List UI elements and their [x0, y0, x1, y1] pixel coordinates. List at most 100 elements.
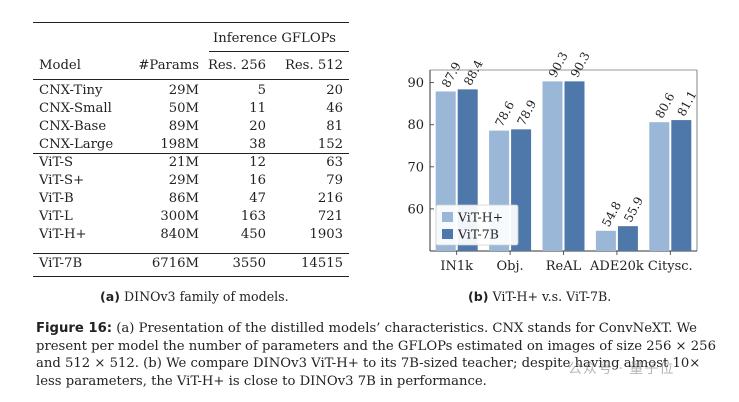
table-cell: CNX-Large: [39, 137, 114, 152]
table-cell: 38: [249, 137, 266, 152]
table-cell: 5: [257, 83, 266, 98]
table-rule: [33, 79, 349, 80]
table-row: CNX-Base 89M 20 81: [33, 119, 349, 136]
y-tick-label: 80: [407, 118, 424, 133]
table-cell: 63: [326, 155, 343, 170]
data-label: 54.8: [599, 199, 624, 229]
data-label: 90.3: [546, 50, 571, 80]
figure-caption: Figure 16: (a) Presentation of the disti…: [36, 320, 726, 390]
table-cell: 46: [326, 101, 343, 116]
x-tick-label: ReAL: [546, 259, 582, 274]
table-row: ViT-S 21M 12 63: [33, 155, 349, 172]
bar-vit-7b: [671, 120, 692, 251]
legend-box: [435, 204, 519, 246]
table-header-cell: #Params: [138, 58, 199, 73]
table-cell: 50M: [168, 101, 199, 116]
table-cell: 20: [249, 119, 266, 134]
table-rule: [33, 22, 349, 24]
table-cell: 29M: [168, 173, 199, 188]
table-row: CNX-Tiny 29M 5 20: [33, 83, 349, 100]
legend-label: ViT-7B: [457, 227, 499, 242]
x-tick-label: Citysc.: [648, 259, 693, 274]
x-tick-label: ADE20k: [589, 259, 644, 274]
data-label: 55.9: [621, 194, 646, 224]
table-caption: (a) DINOv3 family of models.: [100, 289, 289, 304]
legend-label: ViT-H+: [457, 210, 503, 225]
table-cell: 3550: [232, 256, 266, 271]
figure-caption-text: (a) Presentation of the distilled models…: [36, 321, 716, 389]
table-row: ViT-B 86M 47 216: [33, 191, 349, 208]
table-cell: 840M: [160, 227, 199, 242]
table-cell: ViT-7B: [39, 256, 83, 271]
table-cell: 20: [326, 83, 343, 98]
data-label: 80.6: [653, 90, 678, 120]
table-cell: 47: [249, 191, 266, 206]
bar-vit-7b: [564, 81, 585, 252]
table-cell: 11: [249, 101, 266, 116]
table-cell: 16: [249, 173, 266, 188]
table-group-header: Inference GFLOPs: [213, 31, 336, 46]
table-row: ViT-H+ 840M 450 1903: [33, 227, 349, 244]
bar-vit-h-: [595, 230, 616, 251]
bar-vit-h-: [649, 122, 670, 252]
x-tick-label: IN1k: [440, 259, 473, 274]
x-tick-label: Obj.: [497, 259, 524, 274]
table-header-row: Model #Params Res. 256 Res. 512: [33, 58, 349, 75]
table-cell: 86M: [168, 191, 199, 206]
table-group-header-row: Inference GFLOPs: [33, 31, 349, 48]
table-caption-text: DINOv3 family of models.: [124, 289, 289, 304]
chart-caption-label: (b): [468, 289, 489, 304]
table-row: ViT-L 300M 163 721: [33, 209, 349, 226]
table-cell: 81: [326, 119, 343, 134]
data-label: 81.1: [675, 88, 700, 118]
table-header-cell: Res. 256: [207, 58, 266, 73]
chart-caption-text: ViT-H+ v.s. ViT-7B.: [492, 289, 612, 304]
table-cell: 198M: [160, 137, 199, 152]
table-cell: 89M: [168, 119, 199, 134]
table-cell: CNX-Base: [39, 119, 107, 134]
table-cell: 29M: [168, 83, 199, 98]
bar-vit-7b: [617, 226, 638, 251]
data-label: 78.6: [492, 99, 517, 129]
table-cell: 6716M: [151, 256, 199, 271]
table-rule: [33, 153, 349, 154]
y-tick-label: 70: [407, 160, 424, 175]
bar-vit-h-: [542, 81, 563, 252]
table-cell: 152: [317, 137, 343, 152]
table-header-cell: Model: [39, 58, 81, 73]
data-label: 90.3: [568, 50, 593, 80]
table-row: CNX-Small 50M 11 46: [33, 101, 349, 118]
chart-caption: (b) ViT-H+ v.s. ViT-7B.: [468, 289, 611, 304]
table-row: ViT-S+ 29M 16 79: [33, 173, 349, 190]
table-cell: ViT-H+: [39, 227, 87, 242]
table-cell: ViT-L: [39, 209, 73, 224]
table-rule: [33, 276, 349, 278]
table-cell: CNX-Tiny: [39, 83, 103, 98]
table-header-cell: Res. 512: [284, 58, 343, 73]
table-cell: ViT-S+: [39, 173, 85, 188]
table-cell: 300M: [160, 209, 199, 224]
table-row: ViT-7B 6716M 3550 14515: [33, 256, 349, 273]
legend-swatch: [442, 229, 453, 239]
table-group-rule: [209, 51, 349, 52]
y-tick-label: 60: [407, 202, 424, 217]
figure-caption-label: Figure 16:: [36, 321, 113, 336]
table-cell: 14515: [301, 256, 343, 271]
table-cell: 79: [326, 173, 343, 188]
table-cell: 1903: [309, 227, 343, 242]
legend-swatch: [442, 212, 453, 222]
data-label: 88.4: [461, 57, 486, 87]
table-row: CNX-Large 198M 38 152: [33, 137, 349, 154]
table-cell: 450: [240, 227, 266, 242]
data-label: 78.9: [514, 98, 539, 128]
table-cell: 216: [317, 191, 343, 206]
table-cell: ViT-S: [39, 155, 74, 170]
table-cell: ViT-B: [39, 191, 74, 206]
y-tick-label: 90: [407, 76, 424, 91]
table-cell: 21M: [168, 155, 199, 170]
table-caption-label: (a): [100, 289, 121, 304]
table-cell: 12: [249, 155, 266, 170]
table-cell: 721: [317, 209, 343, 224]
table-cell: CNX-Small: [39, 101, 112, 116]
